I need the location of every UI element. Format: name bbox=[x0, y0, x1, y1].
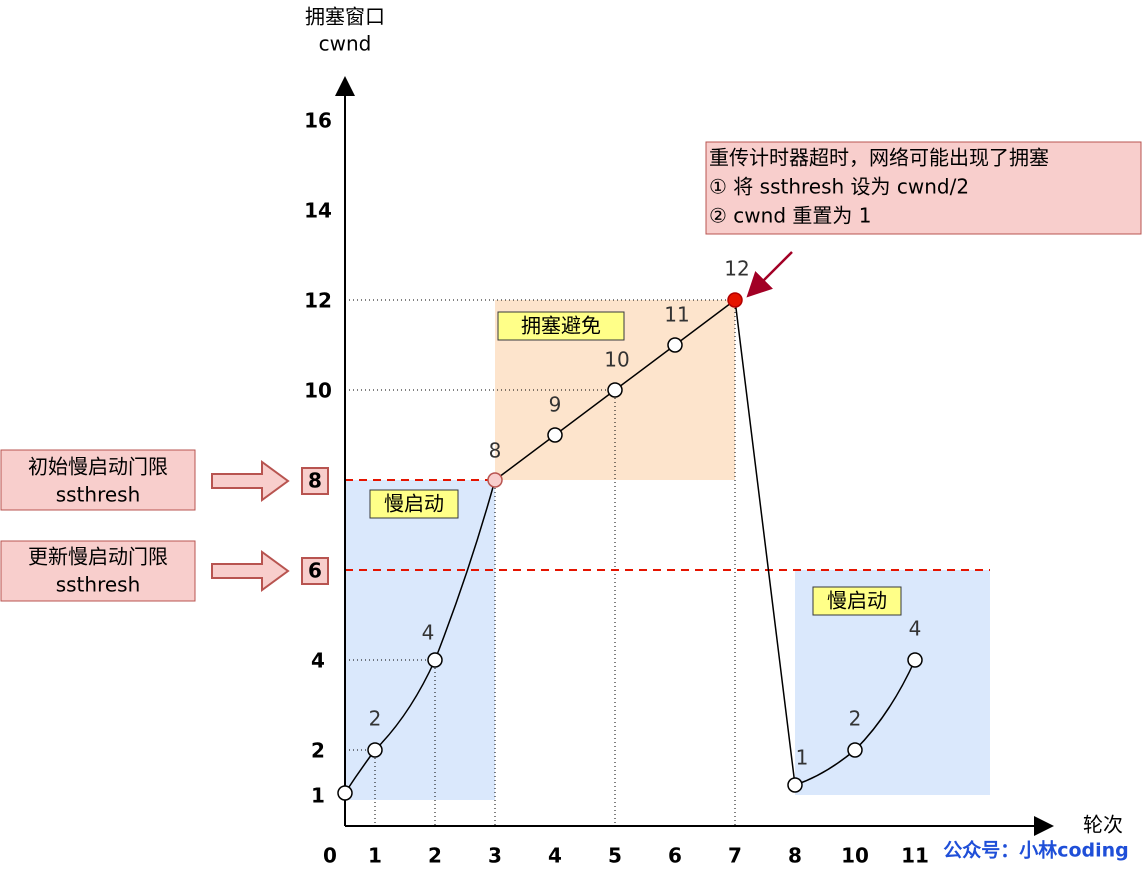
region-label: 慢启动 bbox=[827, 589, 887, 613]
point-label: 8 bbox=[489, 439, 502, 463]
x-tick-label: 2 bbox=[428, 844, 442, 868]
callout-box bbox=[0, 449, 196, 511]
x-tick-label: 7 bbox=[728, 844, 742, 868]
note-text: ① 将 ssthresh 设为 cwnd/2 bbox=[709, 175, 969, 199]
fat-arrow bbox=[211, 460, 290, 502]
tick-box bbox=[301, 467, 329, 495]
x-tick-label: 11 bbox=[901, 844, 929, 868]
point bbox=[337, 785, 353, 801]
x-tick-label: 4 bbox=[548, 844, 562, 868]
region-label: 拥塞避免 bbox=[521, 314, 601, 338]
note-text: ② cwnd 重置为 1 bbox=[709, 204, 871, 228]
watermark: 公众号：小林coding bbox=[943, 839, 1129, 862]
tick-box bbox=[301, 557, 329, 585]
y-tick-label: 16 bbox=[304, 109, 332, 133]
y-tick-label: 14 bbox=[304, 199, 332, 223]
label-box bbox=[369, 489, 459, 519]
point bbox=[367, 742, 383, 758]
point-label: 2 bbox=[849, 707, 862, 731]
x-tick-label: 3 bbox=[488, 844, 502, 868]
point bbox=[667, 337, 683, 353]
callout-text: 更新慢启动门限 bbox=[28, 545, 168, 569]
region-slow-start bbox=[345, 480, 495, 800]
point-label: 10 bbox=[604, 348, 629, 372]
point bbox=[547, 427, 563, 443]
point-label: 4 bbox=[422, 621, 435, 645]
x-tick-label: 6 bbox=[668, 844, 682, 868]
region-label: 慢启动 bbox=[384, 492, 444, 516]
y-tick-label: 1 bbox=[311, 784, 325, 808]
point bbox=[907, 652, 923, 668]
callout-text: 初始慢启动门限 bbox=[28, 455, 168, 479]
point bbox=[607, 382, 623, 398]
y-tick-label: 8 bbox=[308, 469, 322, 493]
y-tick-label: 6 bbox=[308, 559, 322, 583]
callout-text: ssthresh bbox=[56, 573, 141, 597]
point-label: 4 bbox=[909, 617, 922, 641]
point-label: 9 bbox=[549, 393, 562, 417]
point-label: 12 bbox=[724, 257, 749, 281]
y-title: 拥塞窗口 bbox=[305, 5, 385, 29]
x-tick-label: 5 bbox=[608, 844, 622, 868]
x-title: 轮次 bbox=[1083, 813, 1123, 837]
guides bbox=[345, 299, 736, 826]
y-tick-label: 4 bbox=[311, 649, 325, 673]
point bbox=[727, 292, 743, 308]
note-arrow bbox=[746, 251, 793, 298]
point bbox=[487, 472, 503, 488]
fat-arrow bbox=[211, 550, 290, 592]
point bbox=[847, 742, 863, 758]
callout-text: ssthresh bbox=[56, 483, 141, 507]
point-label: 11 bbox=[664, 303, 689, 327]
point-label: 1 bbox=[796, 746, 809, 770]
point bbox=[787, 777, 803, 793]
label-box bbox=[812, 586, 902, 616]
callout-box bbox=[0, 540, 196, 602]
label-box bbox=[497, 311, 625, 341]
y-tick-label: 12 bbox=[304, 289, 332, 313]
point bbox=[427, 652, 443, 668]
x-tick-label: 10 bbox=[841, 844, 869, 868]
note-text: 重传计时器超时，网络可能出现了拥塞 bbox=[709, 146, 1049, 170]
x-tick-label: 0 bbox=[323, 844, 337, 868]
x-tick-label: 1 bbox=[368, 844, 382, 868]
point-label: 2 bbox=[369, 707, 382, 731]
note-box bbox=[705, 141, 1142, 235]
y-tick-label: 2 bbox=[311, 739, 325, 763]
y-tick-label: 10 bbox=[304, 379, 332, 403]
x-tick-label: 8 bbox=[788, 844, 802, 868]
y-unit: cwnd bbox=[319, 32, 372, 56]
